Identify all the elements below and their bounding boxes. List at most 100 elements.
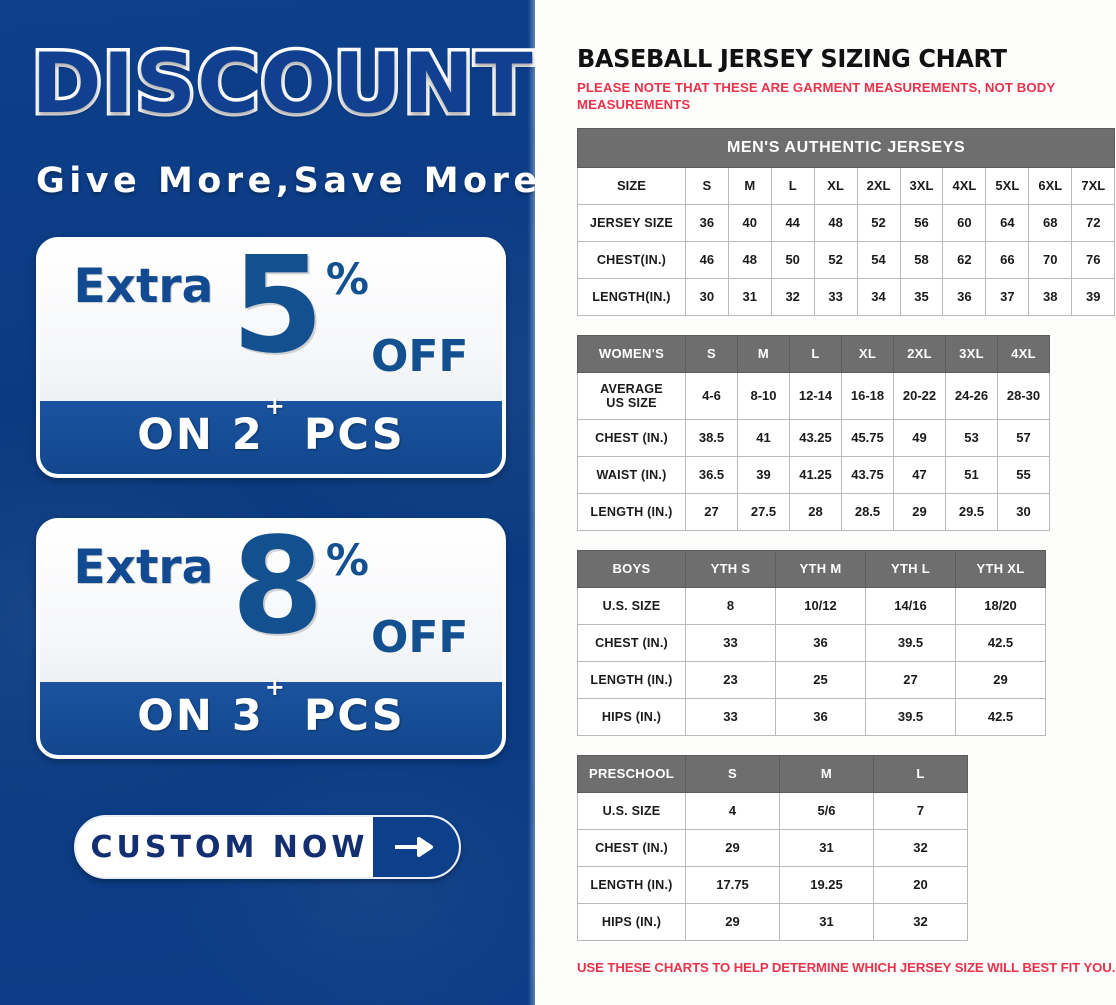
table-cell: 18/20 [955, 586, 1046, 625]
table-cell: 29 [955, 660, 1046, 699]
column-header: 4XL [997, 334, 1050, 373]
row-label: CHEST (IN.) [577, 828, 686, 867]
table-cell: 27 [685, 492, 738, 531]
table-cell: 51 [945, 455, 998, 494]
table-cell: 36.5 [685, 455, 738, 494]
custom-now-button[interactable]: CUSTOM NOW [74, 815, 461, 879]
table-row: HIPS (IN.) 29 31 32 [577, 902, 968, 941]
row-label: LENGTH (IN.) [577, 492, 686, 531]
table-cell: 28 [789, 492, 842, 531]
table-cell: 33 [685, 623, 776, 662]
column-header: PRESCHOOL [577, 754, 686, 793]
table-cell: 49 [893, 418, 946, 457]
table-cell: 20-22 [893, 371, 946, 420]
table-cell: 39.5 [865, 623, 956, 662]
discount-amount: 5 [231, 237, 324, 383]
table-row: CHEST (IN.) 33 36 39.5 42.5 [577, 623, 1046, 662]
table-cell: 39 [1071, 277, 1116, 316]
table-cell: 76 [1071, 240, 1116, 279]
row-label: AVERAGE US SIZE [577, 371, 686, 420]
column-header: L [789, 334, 842, 373]
table-header-row: WOMEN'S S M L XL 2XL 3XL 4XL [577, 334, 1050, 373]
table-cell: 34 [856, 277, 901, 316]
deal-condition-bar: ON 3+ PCS [40, 673, 502, 755]
extra-label: Extra [73, 540, 214, 595]
row-label: HIPS (IN.) [577, 902, 686, 941]
column-header: M [727, 166, 772, 205]
table-cell: 37 [985, 277, 1030, 316]
column-header: S [684, 166, 729, 205]
off-label: OFF [370, 612, 469, 663]
table-header-row: BOYS YTH S YTH M YTH L YTH XL [577, 549, 1046, 588]
deal-card-top: Extra 8 % OFF [40, 522, 502, 682]
on-label: ON [137, 410, 214, 460]
row-label: JERSEY SIZE [577, 203, 686, 242]
table-cell: 16-18 [841, 371, 894, 420]
table-cell: 31 [779, 902, 874, 941]
table-cell: 36 [775, 697, 866, 736]
column-header: S [685, 754, 780, 793]
row-label: HIPS (IN.) [577, 697, 686, 736]
deal-condition-bar: ON 2+ PCS [40, 392, 502, 474]
table-cell: 40 [727, 203, 772, 242]
table-cell: 29 [893, 492, 946, 531]
table-cell: 32 [770, 277, 815, 316]
column-header: 3XL [899, 166, 944, 205]
table-cell: 72 [1071, 203, 1116, 242]
qty-value: 3 [231, 691, 264, 741]
table-cell: 56 [899, 203, 944, 242]
table-cell: 27 [865, 660, 956, 699]
table-cell: 28-30 [997, 371, 1050, 420]
table-cell: 8-10 [737, 371, 790, 420]
deal-card-8-percent[interactable]: Extra 8 % OFF ON 3+ PCS [36, 518, 506, 759]
column-header: 4XL [942, 166, 987, 205]
table-cell: 29.5 [945, 492, 998, 531]
table-cell: 36 [942, 277, 987, 316]
table-cell: 25 [775, 660, 866, 699]
table-cell: 30 [997, 492, 1050, 531]
table-cell: 66 [985, 240, 1030, 279]
discount-headline: DISCOUNT [28, 35, 535, 132]
table-cell: 42.5 [955, 697, 1046, 736]
extra-label: Extra [73, 259, 214, 314]
deal-card-5-percent[interactable]: Extra 5 % OFF ON 2+ PCS [36, 237, 506, 478]
preschool-sizing-table: PRESCHOOL S M L U.S. SIZE 4 5/6 7 CHEST (IN.) 29 3… [577, 754, 968, 941]
table-cell: 30 [684, 277, 729, 316]
table-cell: 52 [813, 240, 858, 279]
table-row: U.S. SIZE 4 5/6 7 [577, 791, 968, 830]
table-cell: 14/16 [865, 586, 956, 625]
table-cell: 53 [945, 418, 998, 457]
table-row: CHEST(IN.) 46 48 50 52 54 58 62 66 70 76 [577, 240, 1116, 279]
table-row: U.S. SIZE 8 10/12 14/16 18/20 [577, 586, 1046, 625]
table-cell: 20 [873, 865, 968, 904]
garment-measurement-note: PLEASE NOTE THAT THESE ARE GARMENT MEASU… [577, 80, 1056, 113]
table-row: LENGTH (IN.) 17.75 19.25 20 [577, 865, 968, 904]
table-cell: 43.75 [841, 455, 894, 494]
table-cell: 17.75 [685, 865, 780, 904]
table-cell: 32 [873, 902, 968, 941]
row-label: LENGTH(IN.) [577, 277, 686, 316]
table-cell: 31 [779, 828, 874, 867]
table-row: AVERAGE US SIZE 4-6 8-10 12-14 16-18 20-22 24-2… [577, 371, 1050, 420]
table-banner: MEN'S AUTHENTIC JERSEYS [576, 127, 1116, 168]
table-cell: 35 [899, 277, 944, 316]
table-cell: 29 [685, 902, 780, 941]
table-cell: 47 [893, 455, 946, 494]
table-cell: 58 [899, 240, 944, 279]
table-cell: 39 [737, 455, 790, 494]
column-header: 6XL [1028, 166, 1073, 205]
table-cell: 41.25 [789, 455, 842, 494]
column-header: YTH M [775, 549, 866, 588]
table-cell: 55 [997, 455, 1050, 494]
table-cell: 50 [770, 240, 815, 279]
column-header: 2XL [856, 166, 901, 205]
column-header: YTH L [865, 549, 956, 588]
column-header: M [737, 334, 790, 373]
row-label: LENGTH (IN.) [577, 660, 686, 699]
table-cell: 43.25 [789, 418, 842, 457]
table-cell: 46 [684, 240, 729, 279]
row-label: LENGTH (IN.) [577, 865, 686, 904]
table-header-row: SIZE S M L XL 2XL 3XL 4XL 5XL 6XL 7XL [577, 166, 1116, 205]
sizing-chart-panel: BASEBALL JERSEY SIZING CHART PLEASE NOTE… [535, 0, 1116, 1005]
promo-tagline: Give More,Save More [36, 161, 535, 201]
